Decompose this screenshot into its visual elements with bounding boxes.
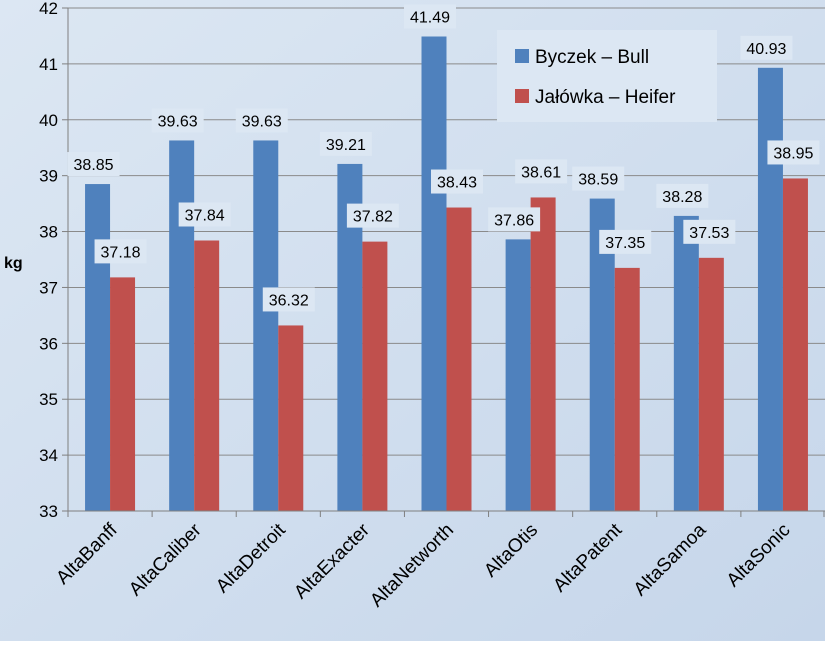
data-label-heifer: 37.18	[101, 244, 141, 261]
data-label-heifer-bg	[515, 159, 568, 184]
y-axis-label: kg	[4, 255, 23, 272]
y-tick-label: 40	[39, 111, 58, 130]
data-label-bull-bg	[151, 108, 204, 133]
bars	[85, 36, 808, 512]
bar-bull	[505, 239, 531, 511]
data-label-heifer: 37.84	[185, 207, 225, 224]
data-label-bull: 38.28	[662, 189, 702, 206]
y-tick-label: 37	[39, 278, 58, 297]
y-tick-label: 42	[39, 0, 58, 18]
bar-bull	[757, 67, 783, 511]
y-tick-label: 41	[39, 55, 58, 74]
data-label-heifer-bg	[94, 239, 147, 264]
legend-bg	[497, 30, 717, 122]
data-label-heifer-bg	[767, 140, 820, 165]
legend-swatch	[515, 49, 529, 63]
bar-bull	[85, 184, 111, 512]
data-label-heifer: 37.82	[353, 209, 393, 226]
bar-heifer	[194, 240, 220, 511]
bar-heifer	[278, 325, 304, 511]
bar-heifer	[698, 257, 724, 511]
data-label-heifer: 37.53	[689, 225, 729, 242]
data-label-bull-bg	[572, 166, 625, 191]
data-label-bull: 38.85	[74, 157, 114, 174]
bar-bull	[673, 215, 699, 511]
data-label-bull: 40.93	[746, 41, 786, 58]
bar-bull	[169, 140, 195, 511]
y-tick-label: 34	[39, 446, 58, 465]
y-tick-label: 36	[39, 334, 58, 353]
data-label-heifer: 37.35	[605, 235, 645, 252]
data-label-bull-bg	[319, 131, 372, 156]
data-label-heifer: 38.95	[773, 145, 813, 162]
data-label-bull-bg	[235, 108, 288, 133]
data-label-bull: 39.63	[242, 113, 282, 130]
data-label-heifer-bg	[431, 169, 483, 194]
y-tick-label: 35	[39, 390, 58, 409]
data-label-bull: 37.86	[494, 212, 534, 229]
data-label-bull: 41.49	[410, 10, 450, 27]
data-label-bull-bg	[488, 207, 541, 232]
data-labels: 38.85 37.18 39.63 37.84 39.63 36.32 39.21 37.82…	[67, 4, 820, 312]
bar-bull	[253, 140, 279, 511]
data-label-heifer-bg	[346, 203, 399, 228]
y-tick-label: 38	[39, 223, 58, 242]
y-tick-label: 39	[39, 167, 58, 186]
legend-label: Jałówka – Heifer	[535, 87, 676, 108]
legend-label: Byczek – Bull	[535, 47, 649, 68]
data-label-bull: 39.63	[158, 113, 198, 130]
data-label-heifer: 38.61	[521, 164, 561, 181]
bar-heifer	[530, 197, 556, 512]
data-label-heifer: 38.43	[437, 175, 477, 192]
bar-heifer	[110, 277, 136, 511]
data-label-bull-bg	[404, 4, 456, 29]
data-label-bull-bg	[740, 35, 793, 60]
y-tick-label: 33	[39, 502, 58, 521]
legend: Byczek – Bull Jałówka – Heifer	[497, 30, 717, 122]
data-label-heifer-bg	[262, 287, 315, 312]
data-label-heifer: 36.32	[269, 292, 309, 309]
data-label-heifer-bg	[599, 229, 652, 254]
data-label-heifer-bg	[683, 219, 736, 244]
data-label-bull: 38.59	[578, 172, 618, 189]
bar-heifer	[614, 267, 640, 511]
bar-heifer	[782, 178, 808, 511]
bar-heifer	[362, 241, 388, 512]
data-label-heifer-bg	[178, 202, 231, 227]
data-label-bull-bg	[67, 152, 120, 177]
data-label-bull: 39.21	[326, 137, 366, 154]
legend-swatch	[515, 89, 529, 103]
bar-heifer	[446, 207, 472, 512]
bar-bull	[421, 36, 447, 512]
data-label-bull-bg	[656, 183, 709, 208]
